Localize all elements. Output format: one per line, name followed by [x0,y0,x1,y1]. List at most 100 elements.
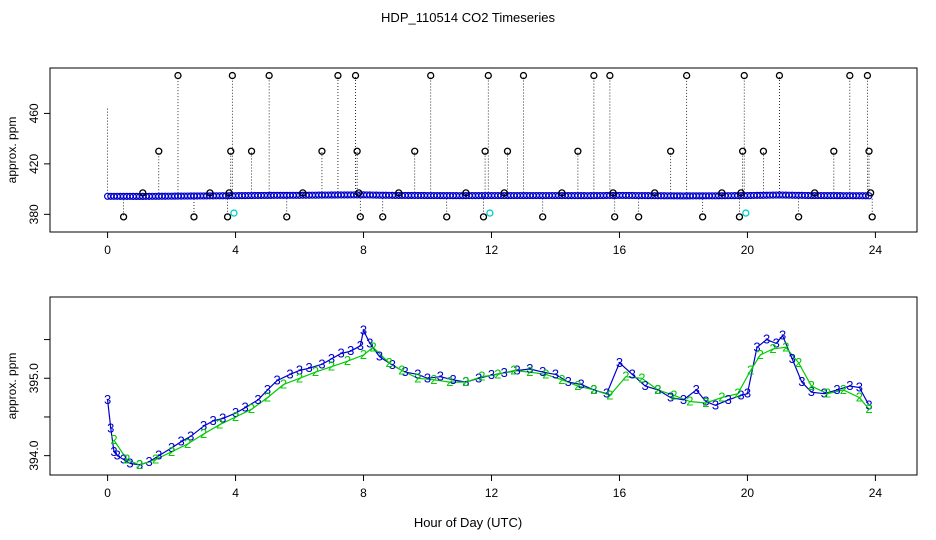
series-marker-2: 2 [232,409,239,424]
bottom-y-tick-label: 395.0 [27,363,41,393]
spike-point [174,71,182,80]
top-y-tick-label: 460 [27,103,41,123]
series-line-3 [107,328,870,466]
top-x-tick-label: 24 [869,243,883,257]
series-marker-3: 3 [846,378,853,393]
spike-point [609,189,617,197]
series-marker-3: 3 [654,382,661,397]
series-marker-2: 2 [430,372,437,387]
series-marker-3: 3 [667,390,674,405]
spike-point [868,213,876,221]
series-marker-3: 3 [254,392,261,407]
series-marker-3: 3 [856,380,863,395]
spike-point [443,213,451,221]
series-marker-3: 3 [286,366,293,381]
series-marker-2: 2 [344,353,351,368]
series-marker-3: 3 [424,370,431,385]
bottom-x-axis: 0 4 8 12 16 20 24 [104,475,882,500]
spike-point [740,71,748,80]
series-marker-3: 3 [242,400,249,415]
bottom-x-tick-label: 8 [360,486,367,500]
spike-point [830,147,838,155]
top-x-axis: 0 4 8 12 16 20 24 [104,232,882,257]
series-marker-2: 2 [757,347,764,362]
series-marker-3: 3 [865,397,872,412]
series-marker-2: 2 [386,355,393,370]
spike-point [227,147,235,155]
top-y-axis-label: approx. ppm [5,117,19,184]
spike-point [590,71,598,80]
series-marker-2: 2 [574,378,581,393]
series-marker-2: 2 [152,452,159,467]
series-marker-2: 2 [136,457,143,472]
chart-title: HDP_110514 CO2 Timeseries [381,10,555,25]
series-marker-3: 3 [114,448,121,463]
series-marker-3: 3 [693,382,700,397]
series-marker-3: 3 [552,366,559,381]
series-marker-2: 2 [702,395,709,410]
spike-point [574,147,582,155]
top-x-tick-label: 4 [232,243,239,257]
cyan-point [230,209,238,217]
series-marker-3: 3 [402,364,409,379]
series-marker-3: 3 [146,454,153,469]
series-marker-3: 3 [376,349,383,364]
spike-point [635,213,643,221]
series-marker-2: 2 [856,390,863,405]
spike-point [606,71,614,80]
spike-point [866,189,875,197]
bottom-x-tick-label: 20 [741,486,755,500]
spike-point [155,147,163,155]
series-marker-2: 2 [542,366,549,381]
series-marker-3: 3 [501,365,508,380]
series-marker-2: 2 [370,339,377,354]
series-marker-2: 2 [840,382,847,397]
spike-point [846,71,854,80]
spike-point [503,147,512,155]
spike-point [718,189,726,197]
top-y-axis: 380 420 460 [27,103,50,224]
series-marker-2: 2 [808,378,815,393]
series-marker-2: 2 [769,341,776,356]
spike-point [247,147,256,155]
bottom-y-tick-label: 394.0 [27,440,41,470]
spike-point [865,147,873,155]
spike-point [318,147,326,155]
series-marker-3: 3 [475,370,482,385]
series-marker-2: 2 [606,387,613,402]
spike-point [810,189,819,197]
series-marker-2: 2 [654,382,661,397]
cyan-point [742,209,750,217]
series-marker-3: 3 [808,384,815,399]
series-marker-3: 3 [773,335,780,350]
series-marker-2: 2 [248,401,255,416]
series-marker-3: 3 [414,366,421,381]
series-marker-3: 3 [328,351,335,366]
series-marker-3: 3 [168,440,175,455]
spike-point [299,189,307,197]
series-marker-3: 3 [833,382,840,397]
series-marker-3: 3 [107,421,114,436]
series-marker-2: 2 [734,386,741,401]
spike-point [427,71,435,80]
series-marker-2: 2 [478,369,485,384]
series-marker-3: 3 [437,369,444,384]
series-marker-3: 3 [178,434,185,449]
top-panel: 0 4 8 12 16 20 24 380 420 460 approx. ppm [5,67,918,257]
series-line-2 [113,346,870,466]
cyan-point [486,209,494,217]
series-marker-3: 3 [737,387,744,402]
series-marker-2: 2 [328,359,335,374]
series-marker-3: 3 [821,386,828,401]
series-marker-3: 3 [629,366,636,381]
series-marker-2: 2 [865,401,872,416]
top-y-tick-label: 420 [27,154,41,174]
spike-point [863,71,872,80]
spike-point [519,71,528,80]
bottom-x-tick-label: 4 [232,486,239,500]
top-x-tick-label: 16 [613,243,627,257]
spike-point [539,213,547,221]
